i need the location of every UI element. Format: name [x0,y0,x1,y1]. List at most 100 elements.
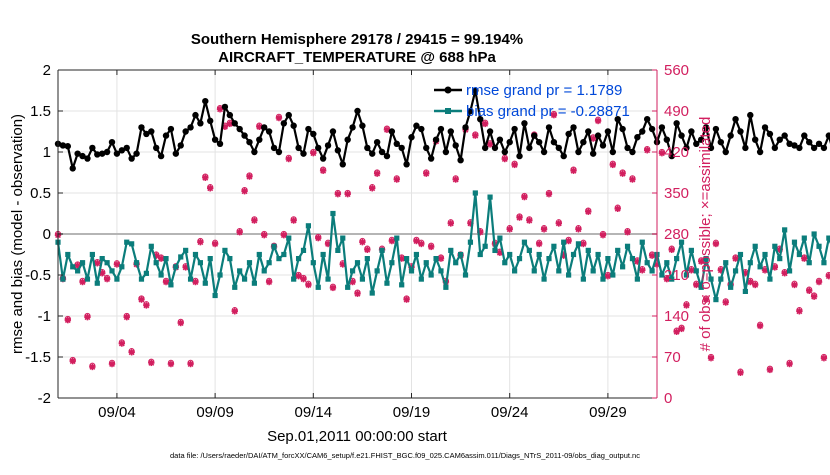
rmse-point [540,148,548,156]
bias-point [497,235,503,241]
bias-point [124,239,130,245]
y-right-tick-label: 420 [664,144,689,161]
rmse-point [290,122,297,129]
rmse-point [138,124,145,131]
bias-point [246,260,253,266]
obs-star-stroke [717,267,724,274]
y-left-tick-label: -1 [38,308,51,325]
bias-point [291,276,297,282]
obs-star-stroke [580,240,587,247]
obs-star-stroke [315,235,322,242]
bias-point [173,264,179,270]
rmse-point [825,132,830,139]
chart-subtitle: AIRCRAFT_TEMPERATURE @ 688 hPa [218,49,496,66]
obs-assimilated-point [437,255,445,262]
obs-star-stroke [781,270,788,277]
bias-point [492,247,498,253]
rmse-point [486,128,494,135]
obs-star-stroke [64,317,71,324]
bias-point [94,280,100,286]
rmse-point [349,124,356,131]
bias-point [65,251,71,258]
obs-star-stroke [536,240,543,247]
bias-point [143,270,149,276]
obs-star-stroke [418,240,425,247]
bias-point [443,284,449,290]
y-right-tick-label: 280 [664,226,689,243]
rmse-point [629,148,636,156]
obs-star-stroke [364,246,371,253]
obs-assimilated-point [801,255,808,262]
bias-point [556,268,562,274]
obs-star-stroke [712,240,719,247]
legend: rmse grand pr = 1.1789 bias grand pr = -… [434,82,630,120]
rmse-point [319,155,327,162]
obs-assimilated-point [192,278,199,286]
obs-assimilated-point [619,170,626,177]
rmse-point [334,147,342,154]
obs-assimilated-point [506,226,513,233]
y-left-tick-label: -2 [38,390,51,407]
obs-assimilated-point [604,272,612,280]
obs-assimilated-point [580,240,587,248]
rmse-point [172,150,180,157]
rmse-point [791,142,798,149]
obs-assimilated-point [427,243,435,251]
rmse-point [211,136,219,143]
obs-assimilated-point [118,340,126,347]
rmse-point [717,138,725,146]
rmse-point [526,144,533,152]
obs-star-stroke [423,170,430,177]
rmse-point [285,111,292,119]
bias-point [286,235,292,241]
rmse-point [300,150,307,157]
obs-assimilated-point [84,313,91,321]
obs-assimilated-point [624,229,631,236]
obs-star-stroke [94,260,101,267]
obs-assimilated-point [89,363,96,371]
rmse-point [658,124,666,131]
rmse-point [477,116,484,123]
obs-assimilated-point [280,231,288,239]
obs-star-stroke [295,273,302,280]
legend-bias-label: bias grand pr = -0.28871 [466,103,630,120]
obs-star-stroke [167,361,174,367]
bias-point [183,247,189,253]
bias-point [737,251,744,258]
obs-assimilated-point [113,261,121,268]
y-right-tick-label: 140 [664,308,689,325]
bias-point [438,268,444,274]
obs-assimilated-point [447,220,454,227]
obs-assimilated-point [310,149,317,157]
obs-star-stroke [329,284,336,291]
axes-layer: 09/04 09/09 09/14 09/19 09/24 09/29 2 1.5 1 0.5 0 -… [25,62,689,421]
obs-star-stroke [673,328,680,335]
rmse-point [432,136,440,143]
bias-point [345,284,351,290]
rmse-point [207,117,214,125]
rmse-point [427,155,435,162]
obs-assimilated-point [521,193,528,201]
obs-assimilated-point [265,278,273,286]
obs-star-stroke [84,314,91,321]
rmse-point [820,144,828,152]
bias-point [467,239,474,245]
rmse-point [408,134,415,141]
rmse-point [565,130,572,138]
obs-assimilated-point [305,281,312,289]
bias-point [75,268,81,274]
rmse-point [344,136,351,143]
obs-assimilated-point [383,126,391,133]
bias-point [664,260,670,266]
obs-assimilated-point [148,359,155,367]
bias-point [168,282,174,288]
bias-point [197,260,203,266]
obs-star-stroke [796,308,803,315]
rmse-point [74,150,81,157]
rmse-point [491,144,499,152]
rmse-point [506,138,513,146]
y-right-tick-label: 560 [664,62,689,79]
y-left-tick-label: 0 [43,226,51,243]
y-left-tick-label: -1.5 [25,349,51,366]
